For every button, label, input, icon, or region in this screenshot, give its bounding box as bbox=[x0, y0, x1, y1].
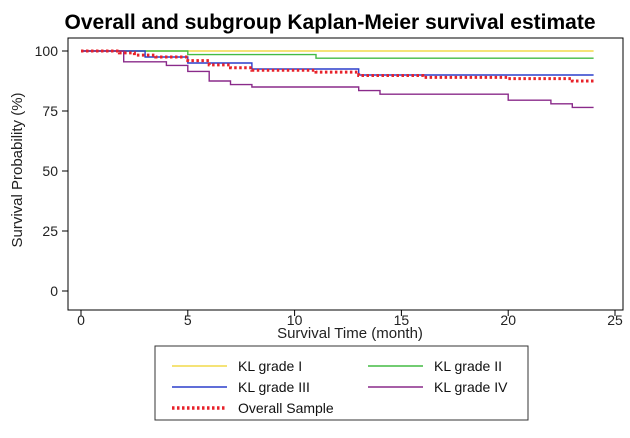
legend-label: KL grade II bbox=[434, 358, 502, 374]
plot-axes bbox=[67, 37, 624, 311]
x-tick-label: 10 bbox=[287, 312, 303, 328]
series-line-overall-sample bbox=[81, 49, 594, 83]
x-tick-label: 15 bbox=[394, 312, 410, 328]
chart-title: Overall and subgroup Kaplan-Meier surviv… bbox=[65, 11, 596, 34]
y-axis-ticks: 0 25 50 75 100 bbox=[35, 43, 68, 299]
x-tick-label: 25 bbox=[607, 312, 623, 328]
y-tick-label: 100 bbox=[35, 43, 59, 59]
plot-area-frame bbox=[67, 37, 624, 311]
y-tick-label: 0 bbox=[50, 283, 58, 299]
x-axis-label: Survival Time (month) bbox=[277, 325, 423, 342]
x-tick-label: 0 bbox=[77, 312, 85, 328]
legend-label: KL grade III bbox=[238, 379, 310, 395]
legend: KL grade I KL grade II KL grade III KL grad… bbox=[154, 345, 529, 421]
series-line-kl-grade-ii bbox=[81, 50, 594, 59]
y-tick-label: 75 bbox=[42, 103, 58, 119]
legend-label: KL grade I bbox=[238, 358, 302, 374]
legend-label: KL grade IV bbox=[434, 379, 508, 395]
y-tick-label: 25 bbox=[42, 223, 58, 239]
x-tick-label: 20 bbox=[500, 312, 516, 328]
legend-label: Overall Sample bbox=[238, 400, 334, 416]
x-tick-label: 5 bbox=[184, 312, 192, 328]
y-axis-label: Survival Probability (%) bbox=[9, 92, 26, 247]
y-tick-label: 50 bbox=[42, 163, 58, 179]
series-lines bbox=[81, 49, 594, 109]
series-line-kl-grade-iv bbox=[81, 50, 594, 109]
x-axis-ticks: 0 5 10 15 20 25 bbox=[77, 310, 623, 328]
